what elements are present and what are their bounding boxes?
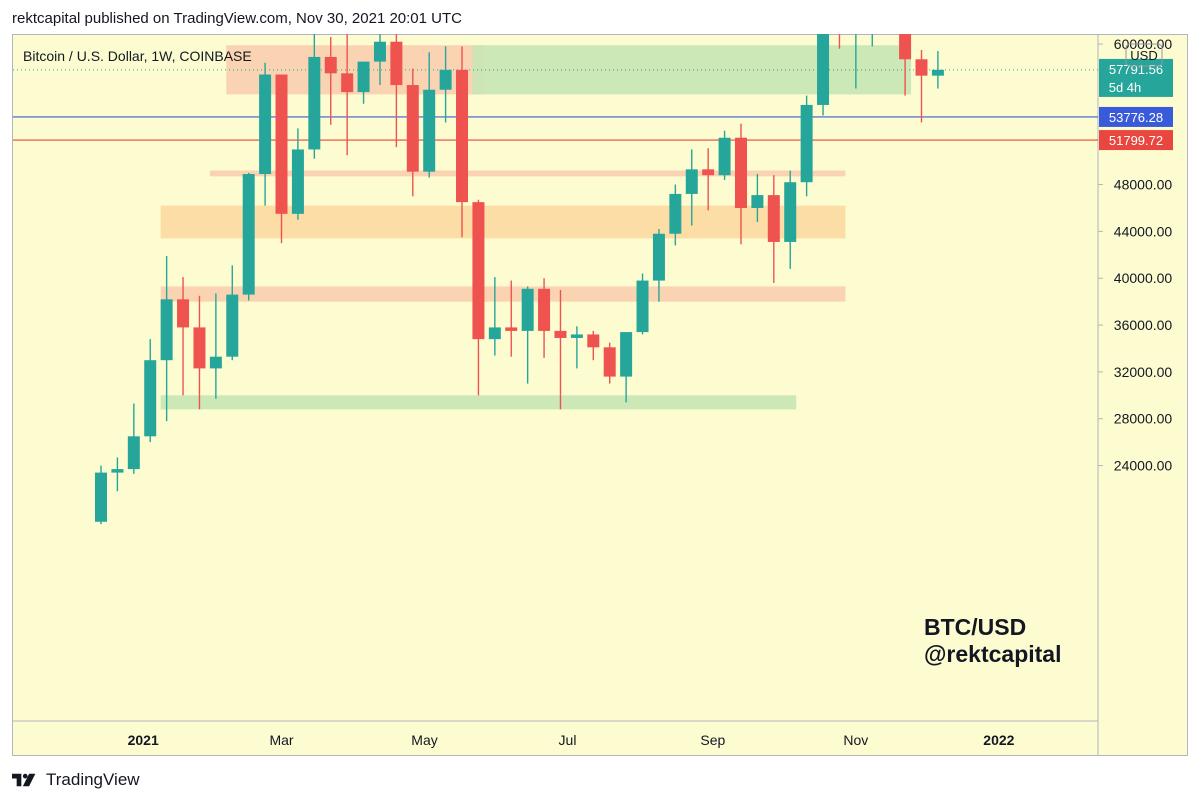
candle-2021-11-29[interactable] [915,49,928,123]
candle-2021-09-20[interactable] [751,174,764,223]
x-tick-label: Sep [700,732,725,748]
price-axis[interactable] [1098,35,1187,755]
candle-2021-12-06[interactable] [931,51,944,89]
current-price-label: 57791.56 [1109,62,1163,77]
footer: TradingView [12,768,140,792]
y-tick-label: 24000.00 [1114,458,1173,474]
candle-2021-07-19[interactable] [603,342,616,384]
candle-2021-07-12[interactable] [587,330,600,361]
candle-2021-07-26[interactable] [620,332,633,403]
candle-2021-08-30[interactable] [702,148,715,211]
x-tick-label: 2021 [128,732,159,748]
candle-2021-08-09[interactable] [652,229,665,302]
candle-2021-10-04[interactable] [784,170,797,269]
x-tick-label: Jul [559,732,577,748]
publish-header: rektcapital published on TradingView.com… [12,10,462,27]
y-tick-label: 32000.00 [1114,364,1173,380]
zone-2 [209,170,846,177]
candle-2020-12-21[interactable] [111,457,124,492]
level-label-bg-1 [1099,106,1173,127]
candle-2021-08-02[interactable] [636,273,649,335]
zone-4 [160,286,846,302]
candle-2021-07-05[interactable] [570,326,583,369]
watermark-line-2: @rektcapital [924,641,1061,667]
level-label-2: 51799.72 [1109,133,1163,148]
tradingview-brand: TradingView [46,770,140,789]
candle-2021-02-08[interactable] [226,265,239,361]
zone-5 [160,395,797,410]
candle-2021-04-26[interactable] [406,68,419,197]
y-tick-label: 28000.00 [1114,411,1173,427]
candle-2021-03-08[interactable] [291,128,304,220]
chart-frame: 24000.00 28000.00 32000.00 36000.00 40000.00… [12,0,1188,756]
candle-2021-03-01[interactable] [275,74,288,244]
candle-2021-02-22[interactable] [259,62,272,206]
tradingview-logo-icon[interactable] [12,771,40,789]
x-tick-label: May [411,732,437,748]
currency-button-label: USD [1130,48,1157,63]
plot-area[interactable] [13,35,1098,721]
chart-title: Bitcoin / U.S. Dollar, 1W, COINBASE [23,48,252,64]
candle-2021-02-01[interactable] [209,293,222,399]
candle-2021-03-29[interactable] [341,30,354,156]
level-label-1: 53776.28 [1109,110,1163,125]
y-tick-label: 44000.00 [1114,223,1173,239]
watermark-line-1: BTC/USD [924,614,1026,640]
candle-2021-06-28[interactable] [554,289,567,410]
candle-2021-10-18[interactable] [817,5,830,116]
candle-2021-05-10[interactable] [439,46,452,123]
candle-2021-05-03[interactable] [423,52,436,178]
currency-button[interactable]: USD [1125,43,1163,67]
x-tick-label: Nov [843,732,868,748]
candle-2021-01-04[interactable] [144,339,157,443]
candle-2021-01-25[interactable] [193,295,206,410]
candlestick-chart[interactable]: 24000.00 28000.00 32000.00 36000.00 40000.00… [12,0,1188,756]
x-tick-label: Mar [269,732,293,748]
zone-3 [160,205,846,239]
candle-2020-12-28[interactable] [127,403,140,474]
y-tick-label: 40000.00 [1114,270,1173,286]
y-tick-label: 36000.00 [1114,317,1173,333]
candle-2021-09-27[interactable] [767,175,780,283]
candle-2021-01-18[interactable] [177,277,190,396]
candle-2021-08-16[interactable] [669,184,682,246]
candle-2021-05-31[interactable] [488,277,501,356]
candle-2021-01-11[interactable] [160,255,173,422]
candle-2021-05-17[interactable] [456,46,469,238]
level-label-bg-2 [1099,130,1173,151]
candle-2021-05-24[interactable] [472,199,485,396]
time-axis[interactable] [13,721,1098,755]
candle-2021-09-06[interactable] [718,130,731,180]
candle-2021-10-11[interactable] [800,95,813,197]
candle-2021-04-12[interactable] [373,26,386,86]
countdown-label: 5d 4h [1109,80,1142,95]
candle-2020-12-14[interactable] [95,465,107,525]
y-tick-label: 48000.00 [1114,177,1173,193]
candle-2021-04-05[interactable] [357,61,370,104]
candle-2021-03-15[interactable] [308,22,321,159]
candle-2021-09-13[interactable] [734,123,747,245]
candle-2021-06-21[interactable] [538,278,551,358]
candle-2021-03-22[interactable] [324,37,337,125]
candle-2021-06-14[interactable] [521,286,534,384]
candle-2021-02-15[interactable] [242,172,255,301]
x-tick-label: 2022 [983,732,1014,748]
candle-2021-06-07[interactable] [505,280,518,357]
candle-2021-08-23[interactable] [685,149,698,226]
